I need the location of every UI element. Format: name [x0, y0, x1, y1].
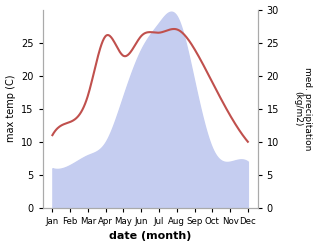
Y-axis label: med. precipitation
(kg/m2): med. precipitation (kg/m2) — [293, 67, 313, 150]
X-axis label: date (month): date (month) — [109, 231, 191, 242]
Y-axis label: max temp (C): max temp (C) — [5, 75, 16, 143]
